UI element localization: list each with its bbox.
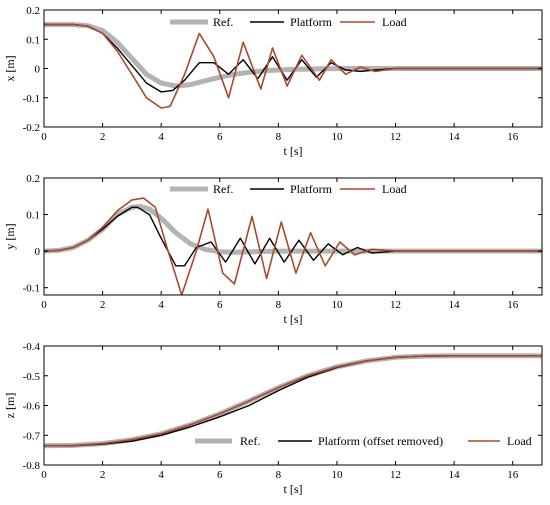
x-tick-label: 8 xyxy=(276,131,282,143)
legend: Ref. Platform (offset removed) Load xyxy=(195,434,532,448)
y-tick-label: -0.1 xyxy=(23,93,40,105)
x-tick-label: 10 xyxy=(331,299,343,311)
legend-label: Load xyxy=(507,434,532,448)
x-tick-label: 14 xyxy=(449,469,461,481)
y-axis-label: z [m] xyxy=(3,393,17,419)
y-axis-label: y [m] xyxy=(3,223,17,249)
y-tick-label: -0.1 xyxy=(23,283,40,295)
y-tick-label: -0.8 xyxy=(23,460,41,472)
legend-label: Ref. xyxy=(213,15,233,29)
legend-label: Ref. xyxy=(240,434,260,448)
series-line-ref xyxy=(44,22,542,89)
x-tick-label: 14 xyxy=(449,131,461,143)
y-tick-label: 0 xyxy=(35,246,41,258)
x-tick-label: 0 xyxy=(41,299,47,311)
x-tick-label: 6 xyxy=(217,299,223,311)
legend-label: Load xyxy=(382,15,407,29)
y-tick-label: -0.6 xyxy=(23,401,41,413)
x-tick-label: 0 xyxy=(41,131,47,143)
series-line-platform-offset-removed xyxy=(44,355,542,447)
y-tick-label: 0.2 xyxy=(26,173,40,185)
series-line-ref xyxy=(44,353,542,449)
legend-label: Platform xyxy=(290,182,333,196)
x-axis-label: t [s] xyxy=(284,312,303,326)
chart-panel-1: 0 2 4 6 8 10 12 14 16 -0.2 -0.1 0 0.1 0.2 t [s] x [m] Re… xyxy=(3,5,543,158)
series-group xyxy=(44,197,542,295)
legend-label: Load xyxy=(382,182,407,196)
chart-panels: 0 2 4 6 8 10 12 14 16-0.2-0.100.10.2t [s]x [m]Re… xyxy=(3,5,543,496)
series-group xyxy=(44,353,542,449)
y-tick-label: 0.2 xyxy=(26,5,40,17)
chart-panel-2: 0 2 4 6 8 10 12 14 16-0.100.10.2t [s]y [m]Ref. Pl… xyxy=(3,173,543,326)
x-tick-label: 16 xyxy=(507,469,519,481)
series-group xyxy=(44,22,542,109)
x-tick-label: 6 xyxy=(217,469,223,481)
x-tick-label: 10 xyxy=(331,131,343,143)
y-tick-label: 0.1 xyxy=(26,34,40,46)
legend-label: Platform xyxy=(290,15,333,29)
x-tick-label: 16 xyxy=(507,131,519,143)
y-tick-label: -0.4 xyxy=(23,341,41,353)
legend: Ref. Platform Load xyxy=(170,15,407,29)
x-tick-label: 4 xyxy=(158,299,164,311)
x-tick-label: 4 xyxy=(158,469,164,481)
x-axis-label: t [s] xyxy=(284,144,303,158)
series-line-platform xyxy=(44,206,542,267)
x-axis-label: t [s] xyxy=(284,482,303,496)
legend-label: Ref. xyxy=(213,182,233,196)
x-tick-label: 2 xyxy=(100,131,106,143)
y-tick-label: -0.7 xyxy=(23,430,41,442)
x-tick-label: 8 xyxy=(276,299,282,311)
x-tick-label: 16 xyxy=(507,299,519,311)
x-tick-label: 0 xyxy=(41,469,47,481)
y-axis-label: x [m] xyxy=(3,55,17,81)
x-tick-label: 6 xyxy=(217,131,223,143)
x-tick-label: 10 xyxy=(331,469,343,481)
series-line-platform xyxy=(44,23,542,93)
x-tick-label: 2 xyxy=(100,469,106,481)
x-tick-label: 12 xyxy=(390,131,401,143)
y-tick-label: 0.1 xyxy=(26,210,40,222)
axes-box xyxy=(43,345,543,466)
axes-box xyxy=(43,177,543,296)
x-tick-label: 8 xyxy=(276,469,282,481)
x-tick-label: 14 xyxy=(449,299,461,311)
chart-panel-3: 0 2 4 6 8 10 12 14 16 -0.8 -0.7 -0.6 -0.5 -0.4 t [s] z … xyxy=(3,341,543,496)
series-line-load xyxy=(44,197,542,295)
legend-label: Platform (offset removed) xyxy=(318,434,443,448)
y-tick-label: -0.5 xyxy=(23,371,41,383)
x-tick-label: 12 xyxy=(390,299,401,311)
series-line-ref xyxy=(44,204,542,255)
series-line-load xyxy=(44,23,542,109)
y-tick-label: -0.2 xyxy=(23,122,40,134)
y-tick-label: 0 xyxy=(35,64,41,76)
x-tick-label: 12 xyxy=(390,469,401,481)
x-tick-label: 2 xyxy=(100,299,106,311)
series-line-load xyxy=(44,354,542,447)
legend: Ref. Platform Load xyxy=(170,182,407,196)
x-tick-label: 4 xyxy=(158,131,164,143)
